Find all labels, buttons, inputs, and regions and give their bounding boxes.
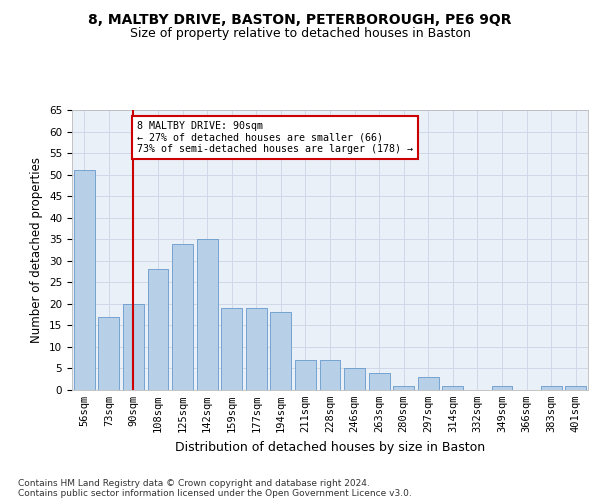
- Bar: [74, 170, 95, 390]
- Bar: [344, 368, 365, 390]
- Bar: [368, 373, 389, 390]
- Bar: [172, 244, 193, 390]
- Text: Contains HM Land Registry data © Crown copyright and database right 2024.: Contains HM Land Registry data © Crown c…: [18, 478, 370, 488]
- Bar: [565, 386, 586, 390]
- Bar: [148, 270, 169, 390]
- Bar: [246, 308, 267, 390]
- Bar: [123, 304, 144, 390]
- Bar: [442, 386, 463, 390]
- Text: Size of property relative to detached houses in Baston: Size of property relative to detached ho…: [130, 28, 470, 40]
- Bar: [491, 386, 512, 390]
- Bar: [541, 386, 562, 390]
- Text: Contains public sector information licensed under the Open Government Licence v3: Contains public sector information licen…: [18, 488, 412, 498]
- X-axis label: Distribution of detached houses by size in Baston: Distribution of detached houses by size …: [175, 440, 485, 454]
- Bar: [393, 386, 414, 390]
- Text: 8, MALTBY DRIVE, BASTON, PETERBOROUGH, PE6 9QR: 8, MALTBY DRIVE, BASTON, PETERBOROUGH, P…: [88, 12, 512, 26]
- Bar: [98, 317, 119, 390]
- Y-axis label: Number of detached properties: Number of detached properties: [31, 157, 43, 343]
- Text: 8 MALTBY DRIVE: 90sqm
← 27% of detached houses are smaller (66)
73% of semi-deta: 8 MALTBY DRIVE: 90sqm ← 27% of detached …: [137, 121, 413, 154]
- Bar: [197, 239, 218, 390]
- Bar: [221, 308, 242, 390]
- Bar: [271, 312, 292, 390]
- Bar: [320, 360, 340, 390]
- Bar: [418, 377, 439, 390]
- Bar: [295, 360, 316, 390]
